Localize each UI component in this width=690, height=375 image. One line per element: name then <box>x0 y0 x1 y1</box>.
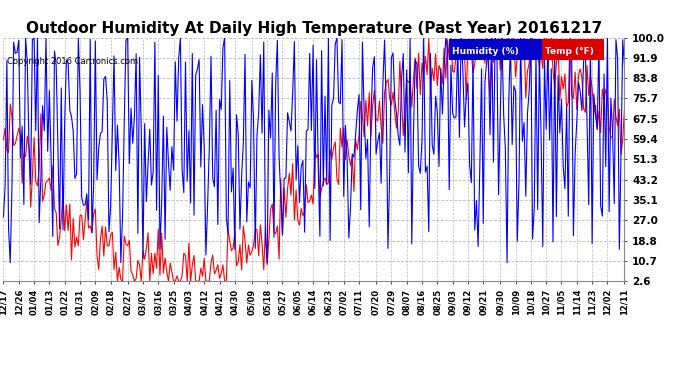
Text: Humidity (%): Humidity (%) <box>452 47 519 56</box>
Text: Temp (°F): Temp (°F) <box>545 47 594 56</box>
Title: Outdoor Humidity At Daily High Temperature (Past Year) 20161217: Outdoor Humidity At Daily High Temperatu… <box>26 21 602 36</box>
Text: Copyright 2016 Cartronics.com: Copyright 2016 Cartronics.com <box>7 57 138 66</box>
